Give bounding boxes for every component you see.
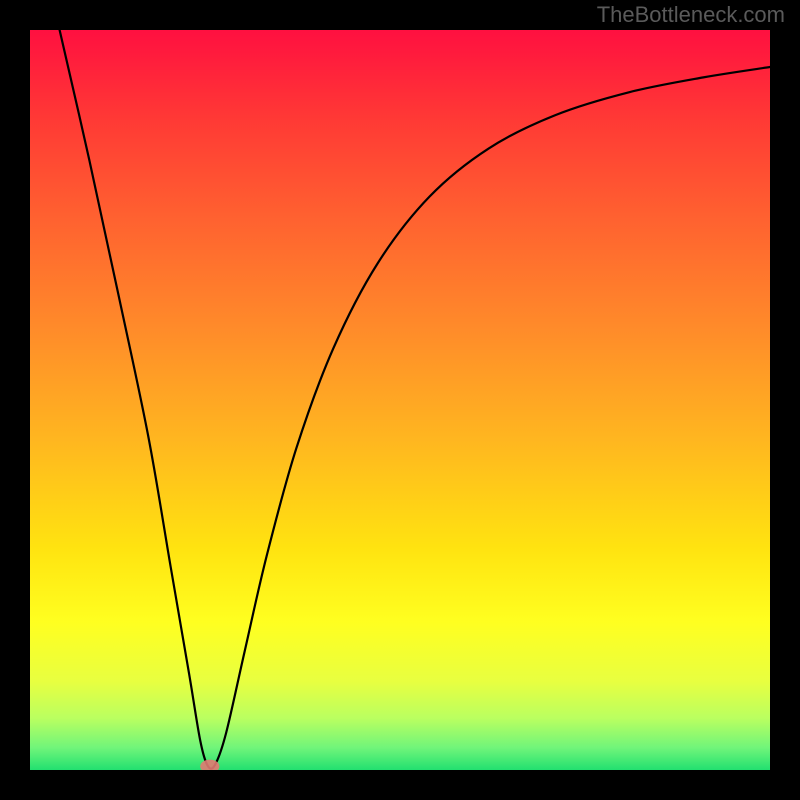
chart-outer-frame: TheBottleneck.com [0, 0, 800, 800]
watermark-text: TheBottleneck.com [597, 2, 785, 28]
bottleneck-curve-svg [30, 30, 770, 770]
plot-area [30, 30, 770, 770]
